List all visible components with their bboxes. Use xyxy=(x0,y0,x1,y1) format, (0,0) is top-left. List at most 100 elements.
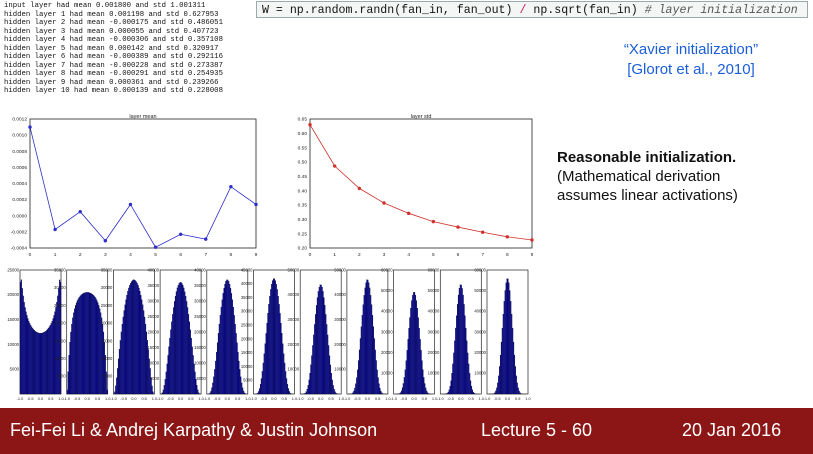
histogram-bar xyxy=(94,297,96,395)
histogram-bar xyxy=(265,333,267,395)
std-data-point xyxy=(456,225,460,229)
histogram-bar xyxy=(92,294,94,395)
histogram-bar xyxy=(376,369,378,395)
histogram-bar xyxy=(80,294,82,395)
histogram-ytick-label: 15000 xyxy=(54,338,66,343)
std-data-point xyxy=(505,235,510,239)
histogram-xtick-label: 1.0 xyxy=(292,396,298,401)
histogram-bar xyxy=(85,292,87,395)
histogram-bar xyxy=(76,300,78,395)
mean-data-point xyxy=(229,185,233,189)
histogram-bar xyxy=(56,302,58,395)
histogram-bar xyxy=(357,369,359,395)
histogram-bar xyxy=(48,326,50,395)
histogram-bar xyxy=(470,385,473,395)
histogram-ytick-label: 20000 xyxy=(334,342,346,347)
histogram-bar xyxy=(260,378,262,395)
histogram-bar xyxy=(406,350,408,395)
histogram-bar xyxy=(326,324,328,395)
histogram-bar xyxy=(507,278,509,395)
log-line: input layer had mean 0.001800 and std 1.… xyxy=(4,2,206,10)
histogram-bar xyxy=(514,366,516,395)
histogram-bar xyxy=(28,320,30,395)
histogram-bar xyxy=(122,316,124,395)
std-ytick-label: 0.20 xyxy=(298,246,308,252)
histogram-bar xyxy=(23,302,25,395)
histogram-bar xyxy=(33,330,35,395)
histogram-bar xyxy=(413,292,415,395)
histogram-bar xyxy=(37,332,39,395)
histogram-bar xyxy=(500,341,502,395)
histogram-bar xyxy=(308,379,310,395)
histogram-bar xyxy=(128,287,130,395)
histogram-ytick-label: 25000 xyxy=(241,323,253,328)
histogram-bar xyxy=(82,293,84,395)
histogram-bar xyxy=(142,304,144,395)
histogram-bar xyxy=(44,331,46,395)
histogram-bar xyxy=(259,384,262,395)
histogram-bar xyxy=(126,295,128,395)
histogram-ytick-label: 35000 xyxy=(147,283,159,288)
histogram-xtick-label: 1.0 xyxy=(432,396,438,401)
histogram-bar xyxy=(327,334,329,395)
histogram-bar xyxy=(182,285,184,395)
histogram-bar xyxy=(447,391,449,395)
histogram-bar xyxy=(151,385,153,395)
histogram-bar xyxy=(502,314,504,395)
histogram-bar xyxy=(34,331,36,395)
histogram-bar xyxy=(213,376,215,395)
histogram-bar xyxy=(59,282,62,395)
histogram-bar xyxy=(516,382,518,395)
histogram-bar xyxy=(313,334,315,395)
histogram-bar xyxy=(266,323,268,395)
mean-xtick-label: 9 xyxy=(255,252,258,258)
histogram-bar xyxy=(321,286,323,395)
histogram-bar xyxy=(243,392,246,395)
mean-series-line xyxy=(29,126,257,248)
std-xtick-label: 3 xyxy=(383,252,386,258)
histogram-ytick-label: 15000 xyxy=(147,345,159,350)
histogram-bar xyxy=(315,305,318,395)
std-plot-frame xyxy=(309,118,533,249)
histogram-bar xyxy=(417,317,419,395)
histogram-bar xyxy=(97,302,99,395)
log-line: hidden layer 2 had mean -0.000175 and st… xyxy=(4,19,223,28)
histogram-xtick-label: 0.5 xyxy=(282,396,287,401)
histogram-bar xyxy=(123,310,125,395)
histogram-bar xyxy=(103,342,105,395)
histogram-xtick-label: 0.0 xyxy=(131,396,137,401)
histogram-bar xyxy=(506,278,508,395)
histogram-bar xyxy=(513,354,516,395)
histogram-ytick-label: 40000 xyxy=(428,309,440,314)
histogram-bar xyxy=(145,324,147,395)
histogram-bar xyxy=(53,315,55,395)
histogram-bar xyxy=(332,385,334,395)
histogram-bar xyxy=(463,304,465,395)
histogram-ytick-label: 10000 xyxy=(7,342,19,347)
histogram-bar xyxy=(163,385,165,395)
histogram-ytick-label: 10000 xyxy=(474,371,486,376)
std-ytick-label: 0.50 xyxy=(298,160,308,166)
mean-ytick-label: 0.0008 xyxy=(12,149,27,155)
histogram-bar xyxy=(69,342,71,395)
histogram-bar xyxy=(282,343,284,395)
histogram-bar xyxy=(458,288,460,395)
histogram-xtick-label: 1.0 xyxy=(479,396,485,401)
histogram-bar xyxy=(71,323,73,395)
histogram-bar xyxy=(426,390,428,395)
histogram-bar xyxy=(169,337,171,395)
histogram-bar xyxy=(329,364,332,395)
histogram-bar xyxy=(162,389,164,395)
histogram-bar xyxy=(144,316,146,395)
histogram-bar xyxy=(354,387,356,395)
histogram-bar xyxy=(170,329,172,395)
histogram-ytick-label: 5000 xyxy=(10,367,20,372)
histogram-bar xyxy=(499,366,501,395)
histogram-bar xyxy=(75,302,78,395)
histogram-bar xyxy=(196,385,198,395)
histogram-bar xyxy=(280,323,282,395)
histogram-ytick-label: 10000 xyxy=(147,360,159,365)
histogram-bar xyxy=(363,295,365,395)
histogram-xtick-label: 1.0 xyxy=(152,396,158,401)
histogram-ytick-label: 60000 xyxy=(474,267,486,272)
